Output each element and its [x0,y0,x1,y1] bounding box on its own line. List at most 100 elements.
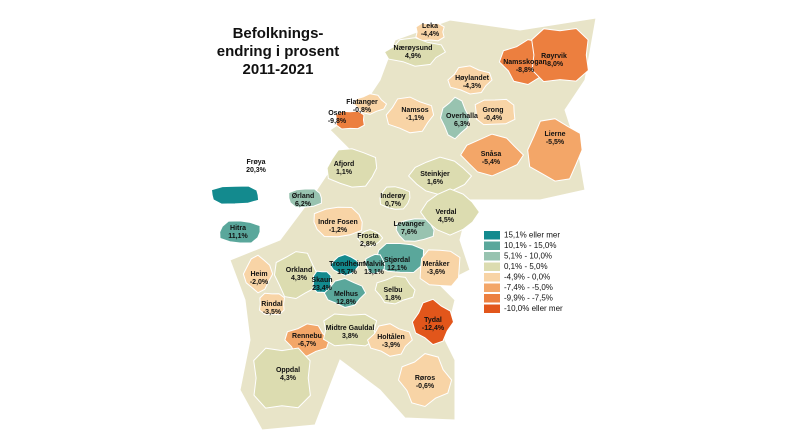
region-name: Afjord [334,161,355,168]
region [219,220,261,244]
region-name: Selbu [383,287,402,294]
title-line: endring i prosent [217,43,340,60]
region [415,22,445,42]
region-value: 3,8% [342,333,359,340]
region-name: Meråker [423,260,450,268]
legend-swatch [484,283,500,292]
region-name: Nærøysund [394,45,433,52]
region-value: 4,3% [280,375,297,382]
region [527,118,583,182]
region-name: Flatanger [346,99,378,106]
region-name: Grong [483,107,504,114]
region [379,186,411,210]
region [474,98,516,126]
region-name: Trondheim [329,261,365,268]
title-line: 2011-2021 [243,61,314,78]
region [411,298,455,346]
region [335,110,365,130]
region-name: Melhus [334,291,358,298]
region-name: Steinkjer [420,171,450,178]
title-line: Befolknings- [233,25,324,42]
region [322,313,378,347]
region-name: Hitra [230,225,246,232]
region [356,229,384,247]
region-value: 12,8% [336,299,357,306]
region-name: Frøya [246,159,265,166]
region [395,218,435,242]
region [329,253,361,277]
region [460,133,525,177]
region-name: Verdal [435,209,456,216]
region-value: 12,1% [387,265,408,272]
region-name: Tydal [424,317,442,324]
region-name: Ørland [292,193,315,200]
region-value: 1,1% [336,169,353,176]
region-value: -12,4% [422,325,445,332]
region [447,65,493,95]
region-value: 4,9% [405,53,422,60]
region-name: Namsskogan [503,59,547,66]
region-value: -4,4% [421,31,440,38]
region-name: Høylandet [455,75,490,82]
region-value: 4,5% [438,217,455,224]
region-value: 23,4% [312,285,333,292]
legend-label: -9,9% - -7,5% [504,294,553,303]
region [367,323,413,357]
region [531,27,589,83]
region-value: 13,1% [364,269,385,276]
region-value: 11,1% [228,233,248,240]
region [288,188,322,208]
region-value: 4,3% [291,275,308,282]
region-name: Osen [328,110,346,117]
region-name: Malvik [363,261,385,268]
legend-swatch [484,304,500,313]
legend-swatch [484,273,500,282]
region-value: -3,5% [263,309,282,316]
region-name: Inderøy [380,193,405,200]
region-name: Heim [250,271,267,278]
region [242,254,274,294]
legend-label: -7,4% - -5,0% [504,283,553,292]
region-name: Frosta [357,233,379,240]
region-name: Midtre Gauldal [326,325,375,332]
region [323,277,367,309]
region-name: Oppdal [276,367,300,374]
region-name: Skaun [311,277,332,284]
region [419,249,461,287]
legend-swatch [484,241,500,250]
region-value: -1,2% [329,227,348,234]
legend-label: 0,1% - 5,0% [504,262,548,271]
region [397,353,453,408]
region-name: Namsos [401,107,428,114]
region-name: Røros [415,375,435,382]
region-value: -8,8% [516,67,535,74]
region-name: Lierne [544,131,565,138]
region [352,93,388,115]
region [253,347,311,409]
region [439,96,471,140]
region [419,188,481,236]
region-name: Indre Fosen [318,219,358,226]
region-value: -4,3% [463,83,482,90]
region-value: -3,6% [427,269,446,276]
region-name: Stjørdal [384,257,410,264]
region-value: -1,1% [406,115,425,122]
region-value: -3,9% [382,342,401,349]
region-name: Leka [422,23,438,30]
legend-label: -4,9% - 0,0% [504,273,550,282]
region-value: -0,8% [353,107,372,114]
region-name: Overhalla [446,113,478,120]
region [273,251,319,300]
region-value: 6,3% [454,121,471,128]
region-name: Snåsa [481,150,502,158]
region-value: 20,3% [246,167,267,174]
legend-label: 10,1% - 15,0% [504,241,556,250]
region-value: 2,8% [360,241,377,248]
region [364,253,386,275]
region [383,37,447,67]
region-name: Holtålen [377,333,405,341]
region [258,292,286,316]
region-name: Orkland [286,267,312,274]
region-name: Rennebu [292,333,322,340]
